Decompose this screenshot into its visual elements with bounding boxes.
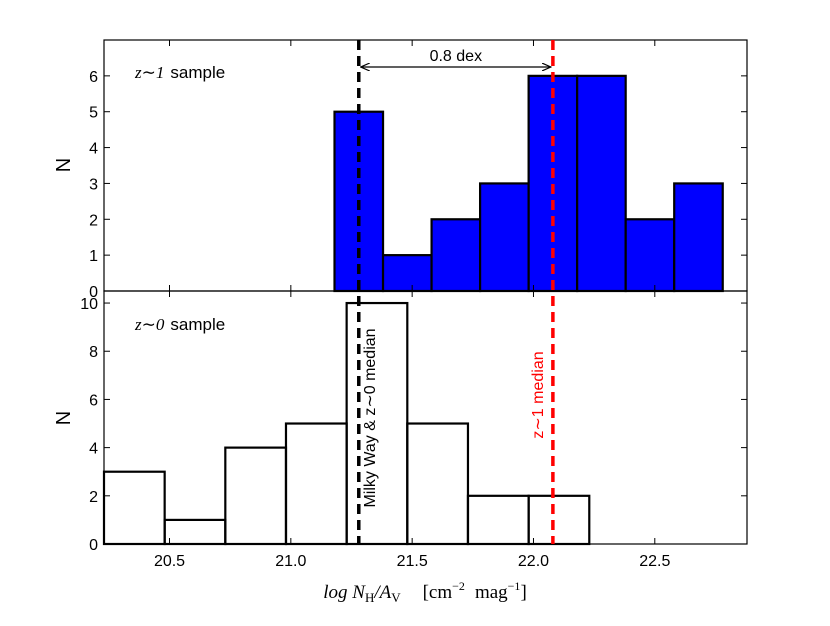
- top-histogram-bar: [673, 182, 724, 293]
- top-ytick-label: 6: [89, 69, 98, 86]
- bottom-sample-label: z∼0 sample: [134, 315, 225, 334]
- top-histogram-bar: [624, 218, 676, 293]
- xlabel-units-exp-b: −1: [508, 579, 521, 593]
- top-ytick-label: 3: [89, 176, 98, 193]
- xlabel-close: ]: [520, 582, 526, 603]
- bottom-sample-z: z: [134, 315, 142, 334]
- bottom-ytick-label: 2: [89, 489, 98, 506]
- top-histogram-bar: [478, 182, 530, 293]
- bottom-ytick-label: 8: [89, 344, 98, 361]
- bottom-histogram-bar: [466, 494, 530, 546]
- bottom-ylabel: N: [53, 411, 75, 425]
- z1-median-label: z∼1 median: [530, 351, 547, 438]
- top-histogram-bar: [430, 218, 482, 293]
- top-ytick-label: 5: [89, 105, 98, 122]
- xtick-label: 21.5: [397, 553, 428, 570]
- xlabel-sub-v: V: [391, 590, 401, 605]
- top-sample-tilde: ∼: [142, 63, 156, 82]
- bottom-ytick-label: 0: [89, 537, 98, 554]
- top-histogram-bar: [576, 74, 627, 293]
- top-ytick-label: 1: [89, 248, 98, 265]
- dex-annotation: 0.8 dex: [361, 48, 551, 67]
- top-histogram-bar: [381, 254, 433, 293]
- top-ytick-label: 4: [89, 141, 98, 158]
- xtick-label: 20.5: [154, 553, 185, 570]
- x-axis-label: log NH/AV [cm−2 mag−1]: [323, 579, 527, 605]
- dex-annotation-label: 0.8 dex: [430, 48, 482, 65]
- top-ytick-label: 0: [89, 284, 98, 301]
- bottom-sample-num: 0: [156, 315, 165, 334]
- bottom-ytick-label: 4: [89, 441, 98, 458]
- xtick-label: 22.5: [639, 553, 670, 570]
- xlabel-sub-h: H: [365, 590, 374, 605]
- bottom-histogram-bar: [284, 422, 348, 546]
- bottom-sample-word: sample: [170, 315, 225, 334]
- xlabel-slash: /A: [373, 582, 391, 603]
- xlabel-units-exp-a: −2: [452, 579, 465, 593]
- top-sample-num: 1: [156, 63, 165, 82]
- xtick-label: 21.0: [275, 553, 306, 570]
- xtick-label: 22.0: [518, 553, 549, 570]
- bottom-histogram-bar: [102, 470, 166, 546]
- bottom-histogram-bar: [224, 446, 288, 546]
- bottom-histogram-bar: [163, 518, 227, 546]
- milky-way-median-label: Milky Way & z∼0 median: [362, 328, 379, 507]
- top-sample-z: z: [134, 63, 142, 82]
- bottom-sample-tilde: ∼: [142, 315, 156, 334]
- top-ylabel: N: [53, 158, 75, 172]
- bottom-histogram-bar: [406, 422, 470, 546]
- xlabel-units-b: mag: [475, 582, 508, 603]
- xlabel-text: log N: [323, 582, 366, 603]
- top-ytick-label: 2: [89, 212, 98, 229]
- xlabel-units-a: [cm: [423, 582, 453, 603]
- top-sample-word: sample: [170, 63, 225, 82]
- bottom-ytick-label: 6: [89, 392, 98, 409]
- top-sample-label: z∼1 sample: [134, 63, 225, 82]
- bottom-histogram-bar: [527, 494, 591, 546]
- bottom-ytick-label: 10: [80, 296, 98, 313]
